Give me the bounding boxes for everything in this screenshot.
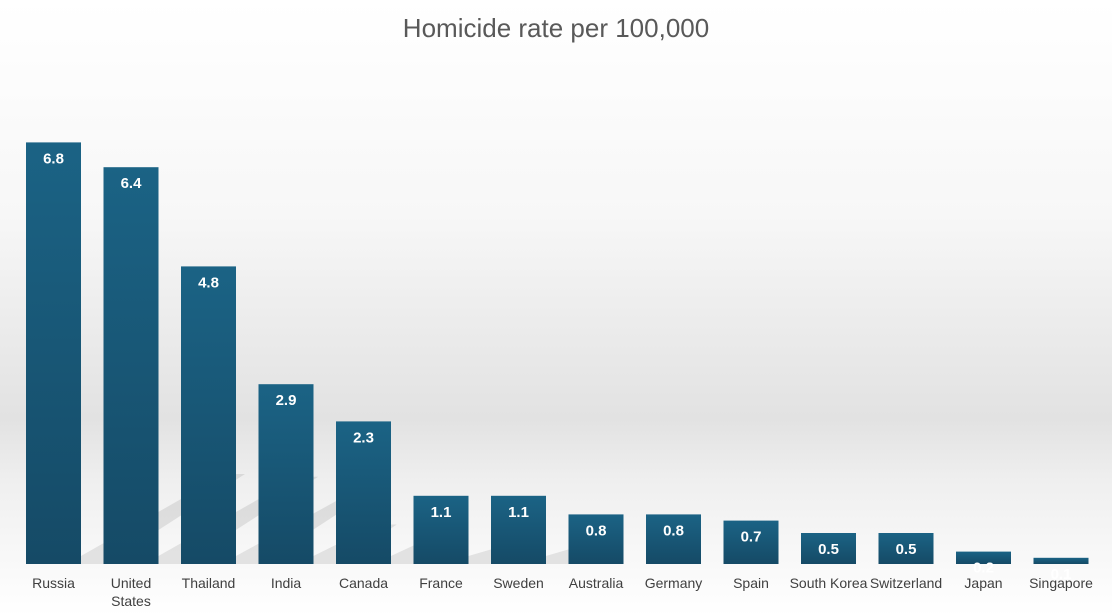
bar [336,421,391,564]
data-label: 6.8 [43,150,64,167]
bar [103,167,159,564]
data-label: 0.5 [818,541,839,558]
data-label: 0.8 [586,522,607,539]
data-label: 0.8 [663,522,684,539]
bar [878,533,934,564]
x-tick-label: Switzerland [870,575,942,591]
x-tick-label: Japan [964,575,1002,591]
x-tick-label: India [271,575,302,591]
data-label: 0.5 [896,541,917,558]
bar [413,495,469,564]
x-tick-label: Germany [645,575,703,591]
data-label: 2.9 [276,392,297,409]
bar [568,514,624,564]
x-tick-label: Spain [733,575,769,591]
data-label: 0.1 [1051,566,1072,583]
x-tick-label: Australia [569,575,624,591]
bar [646,514,701,564]
x-axis-ticks: Russia United States Thailand India Canada Fra… [32,575,1093,609]
bar [723,520,779,564]
x-tick-label: Canada [339,575,388,591]
chart-title: Homicide rate per 100,000 [403,13,709,43]
bar [801,533,856,564]
data-label: 1.1 [431,504,452,521]
x-tick-label: Singapore [1029,575,1093,591]
bar [26,142,81,564]
x-tick-label: South Korea [790,575,868,591]
x-tick-label: Russia [32,575,75,591]
data-label: 4.8 [198,274,219,291]
bar [181,266,236,564]
bar [956,551,1011,564]
data-label: 6.4 [121,175,143,192]
x-tick-label: France [419,575,463,591]
x-tick-label: Thailand [182,575,236,591]
data-label: 1.1 [508,504,529,521]
data-label: 0.2 [973,560,994,577]
x-tick-label: Sweden [493,575,544,591]
bar [491,495,546,564]
bar [1033,557,1089,564]
data-labels: 6.8 6.4 4.8 2.9 2.3 1.1 1.1 0.8 0.8 0.7 0.5 0.5 0.2 0… [43,150,1071,582]
bar [258,384,314,564]
data-label: 2.3 [353,429,374,446]
data-label: 0.7 [741,529,762,546]
bars [26,142,1089,564]
x-tick-label: United States [111,575,151,609]
